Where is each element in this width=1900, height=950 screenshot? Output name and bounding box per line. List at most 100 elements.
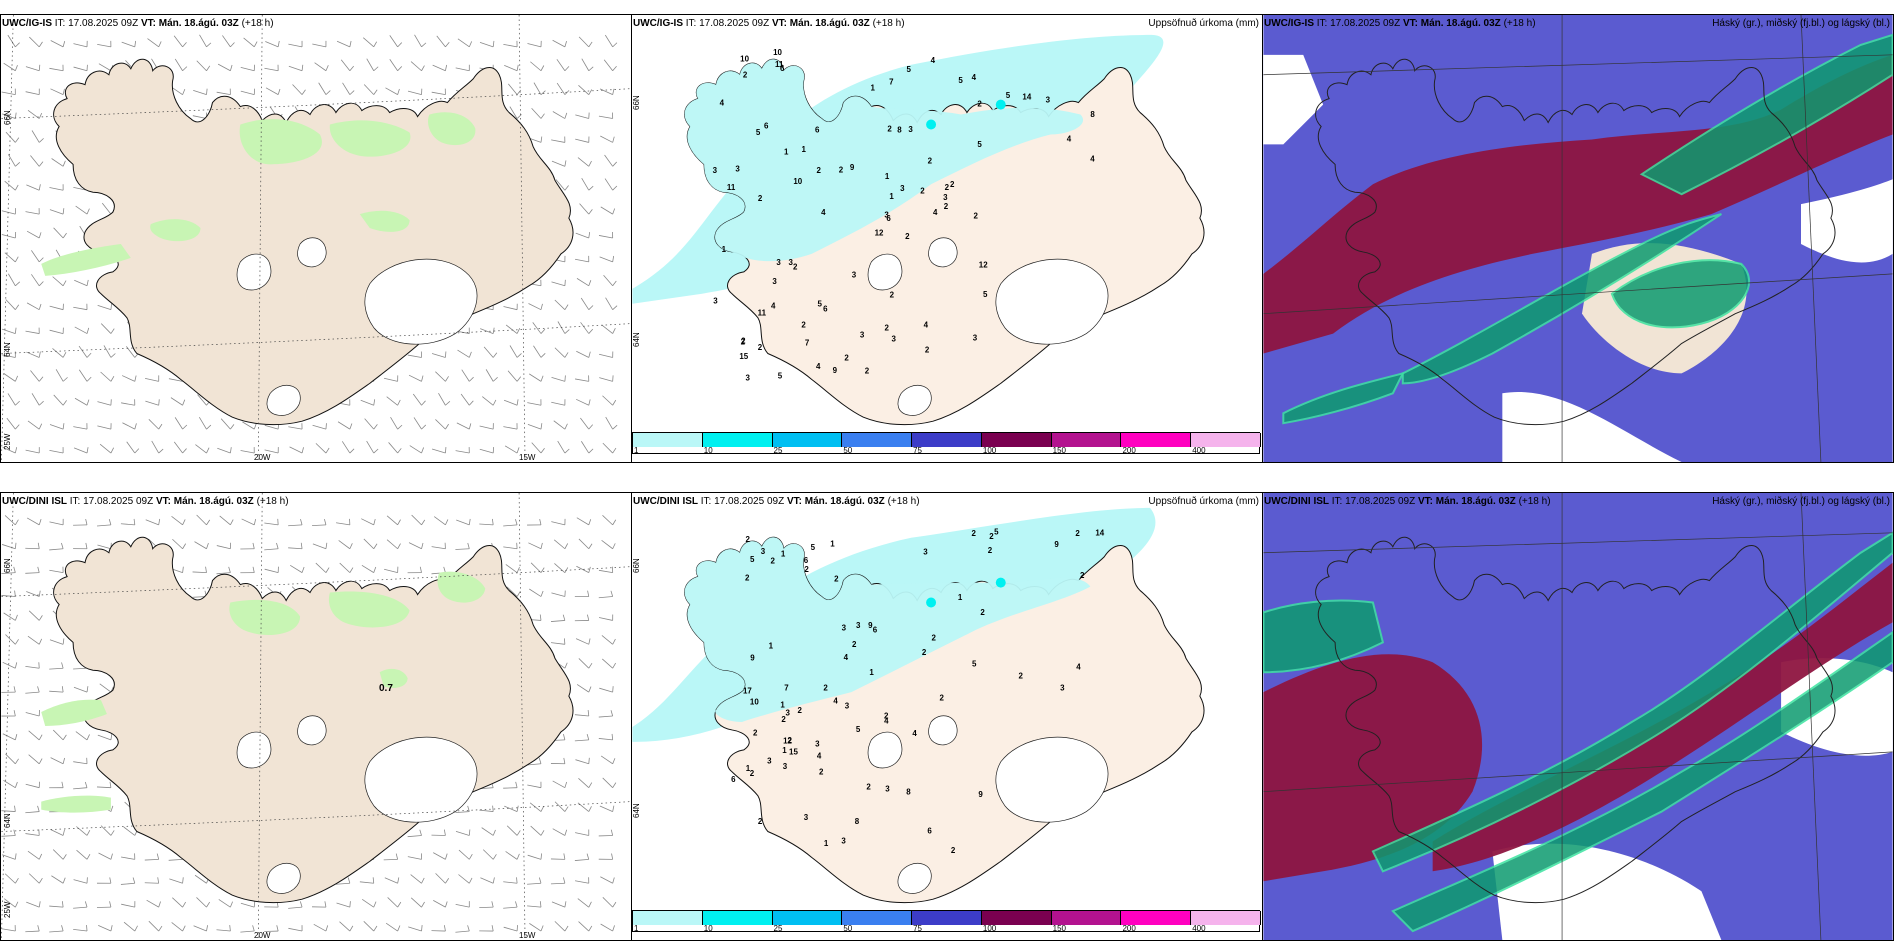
clear-sky-area (1263, 54, 1324, 145)
lat-label-64: 64N (3, 813, 12, 828)
precip-value-label: 9 (750, 654, 755, 663)
wind-barb-flag (540, 352, 546, 358)
wind-barb (52, 276, 64, 287)
precip-value-label: 3 (815, 740, 820, 749)
wind-barb (218, 899, 231, 908)
wind-barb (599, 687, 613, 693)
wind-barb-flag (421, 901, 425, 908)
wind-barb-flag (395, 853, 399, 860)
precip-value-label: 2 (1018, 671, 1023, 680)
glaciers (236, 237, 478, 416)
wind-barb (7, 393, 16, 406)
wind-barb (243, 37, 255, 48)
precip-value-label: 2 (741, 337, 746, 346)
wind-barb-flag (110, 733, 113, 740)
precip-value-label: 2 (745, 535, 750, 544)
wind-barb-flag (539, 614, 542, 621)
wind-barb-flag (325, 65, 329, 71)
colorbar-tick-label: 400 (1192, 924, 1206, 933)
iceland-wind-map (1, 493, 631, 940)
precip-value-label: 3 (852, 271, 857, 280)
wind-barb (455, 548, 470, 550)
wind-barb-flag (349, 925, 354, 932)
wind-barb (361, 898, 374, 908)
wind-barb-flag (540, 303, 543, 310)
wind-barb (288, 43, 303, 48)
wind-barb (602, 897, 613, 908)
wind-barb-flag (182, 66, 188, 72)
wind-barb-flag (564, 185, 569, 191)
colorbar-tick-label: 100 (982, 446, 997, 455)
colorbar-tick-label: 75 (913, 924, 923, 933)
wind-barb (359, 881, 374, 884)
glaciers (867, 715, 1109, 894)
wind-barb (73, 43, 88, 48)
wind-barb (455, 67, 470, 72)
wind-barb-flag (540, 328, 546, 334)
wind-barb (604, 178, 614, 191)
wind-barb (575, 138, 589, 143)
wind-barb-flag (516, 353, 522, 358)
precip-value-label: 3 (973, 334, 978, 343)
wind-barb (49, 690, 64, 693)
panel-header: UWC/IG-IS IT: 17.08.2025 09Z VT: Mán. 18… (1263, 15, 1893, 33)
wind-barb (31, 274, 40, 287)
wind-barb (312, 424, 327, 430)
wind-barb (265, 41, 279, 48)
wind-barb-flag (38, 138, 44, 143)
wind-barb-flag (15, 281, 21, 287)
wind-barb-flag (182, 566, 184, 573)
wind-barb (529, 373, 542, 382)
wind-barb-flag (14, 805, 16, 812)
precip-value-label: 1 (746, 764, 751, 773)
wind-barb-flag (588, 232, 591, 239)
wind-barb-flag (469, 400, 474, 406)
wind-barb (315, 562, 327, 573)
it-value: 17.08.2025 09Z (1330, 18, 1401, 29)
wind-barb (574, 858, 589, 861)
wind-barb (407, 90, 422, 96)
wind-barb (1, 210, 16, 215)
precip-value-label: 2 (819, 768, 824, 777)
wind-barb-flag (62, 160, 66, 167)
wind-barb (196, 514, 207, 526)
wind-barb-flag (421, 400, 426, 406)
precip-value-label: 2 (885, 323, 890, 332)
wind-barb-flag (182, 877, 184, 884)
precip-value-label: 4 (1067, 135, 1072, 144)
graticule (1263, 493, 1893, 940)
precip-value-label: 7 (784, 684, 789, 693)
wind-barb (1, 91, 16, 96)
wind-barb (1, 234, 16, 239)
precip-value-label: 5 (778, 372, 783, 381)
wind-barb-flag (373, 448, 379, 454)
wind-barb (174, 58, 183, 71)
vt-value: Mán. 18.ágú. 03Z (1420, 18, 1501, 29)
field-title: Uppsöfnuð úrkoma (mm) (1148, 18, 1259, 29)
wind-barb (551, 901, 566, 908)
wind-barb-flag (516, 328, 521, 334)
wind-barb-flag (134, 448, 140, 454)
wind-barb-flag (38, 281, 44, 287)
wind-barb-flag (468, 423, 472, 430)
wind-barb-flag (564, 543, 569, 549)
wind-barb-flag (62, 829, 65, 836)
wind-barb (413, 417, 422, 430)
wind-barb (605, 416, 614, 430)
wind-barb-flag (564, 66, 570, 72)
iceland-wind-map (1, 15, 631, 462)
wind-barb (530, 61, 542, 72)
wind-barb (336, 902, 350, 908)
panel-header: UWC/DINI ISL IT: 17.08.2025 09Z VT: Mán.… (1263, 493, 1893, 511)
wind-barb-flag (612, 42, 618, 48)
wind-barb (120, 523, 135, 526)
wind-barb-flag (301, 64, 304, 71)
panel-header: UWC/DINI ISL IT: 17.08.2025 09Z VT: Mán.… (632, 493, 1262, 511)
precip-value-label: 2 (839, 165, 844, 174)
wind-barb (76, 826, 88, 836)
wind-barb-flag (85, 542, 88, 549)
wind-barb (194, 874, 207, 884)
wind-barb-flag (588, 757, 590, 764)
wind-barb (73, 667, 88, 670)
wind-barb (457, 38, 470, 48)
